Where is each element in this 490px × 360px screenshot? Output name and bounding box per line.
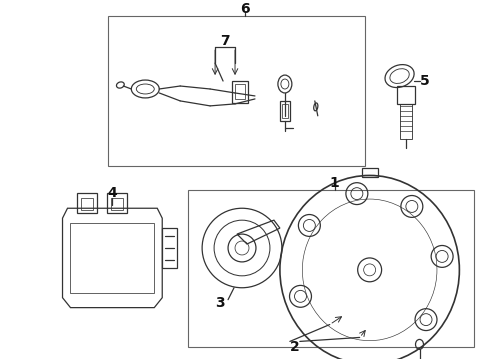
Bar [81,198,94,210]
Text: 6: 6 [240,3,250,17]
Bar [232,81,248,103]
Bar [362,167,378,177]
Bar [111,198,123,210]
Bar [399,104,412,139]
Bar [107,193,127,213]
Bar [188,190,474,347]
Text: 7: 7 [220,34,230,48]
Bar [280,101,290,121]
Text: 1: 1 [330,176,340,190]
Text: 2: 2 [290,340,300,354]
Bar [235,84,245,99]
Bar [282,104,288,118]
Bar [108,17,365,166]
Text: 4: 4 [107,186,117,200]
Bar [77,193,98,213]
Bar [71,223,154,293]
Text: 5: 5 [419,74,429,88]
Text: 3: 3 [215,296,225,310]
Bar [396,86,415,104]
